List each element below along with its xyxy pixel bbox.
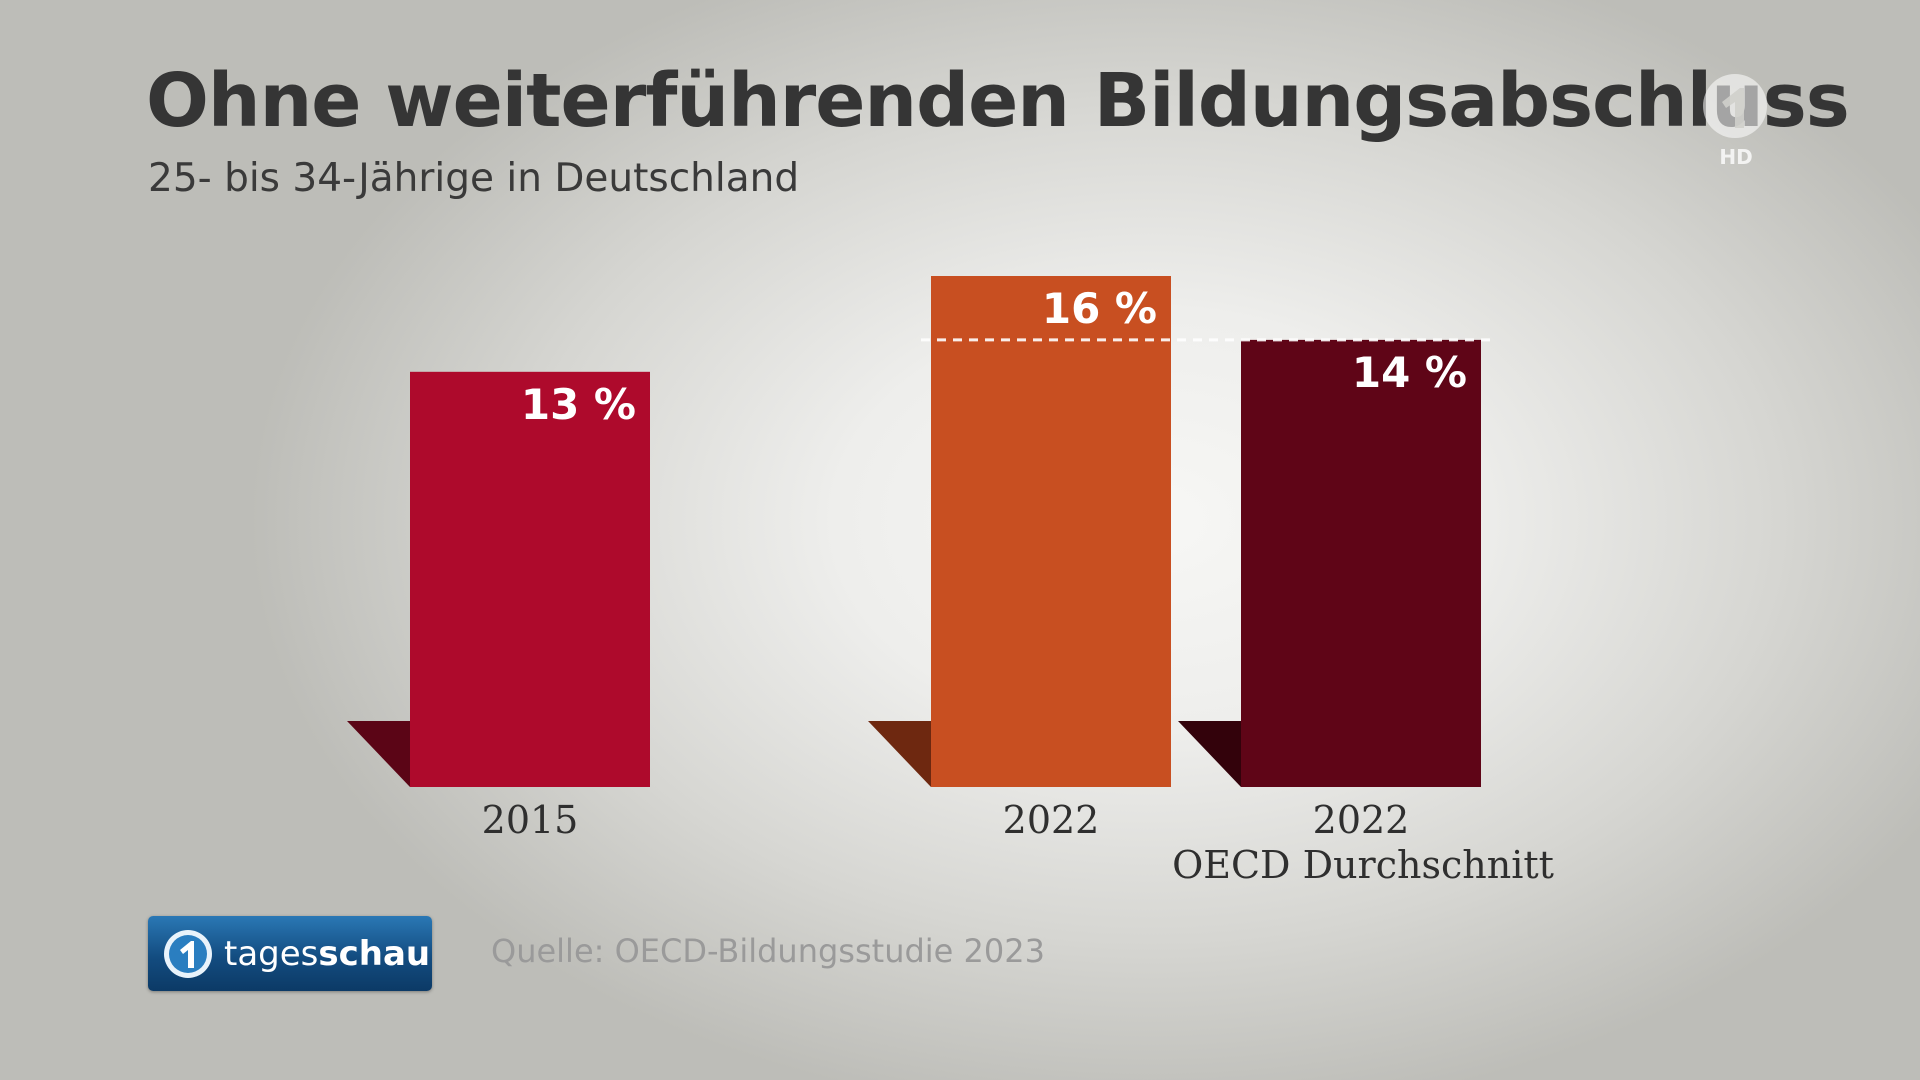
bar-2022-oecd-shadow xyxy=(1178,721,1241,787)
bar-2015-shadow xyxy=(347,721,410,787)
chart-subtitle: 25- bis 34-Jährige in Deutschland xyxy=(148,156,800,201)
bar-2015-category-label: 2015 xyxy=(482,798,579,842)
tagesschau-wordmark: tagesschau xyxy=(224,934,430,974)
bar-2022 xyxy=(931,276,1171,787)
wordmark-regular: tages xyxy=(224,933,319,974)
hd-label: HD xyxy=(1719,145,1752,169)
tagesschau-1-logo-icon xyxy=(164,929,212,978)
bar-2022-shadow xyxy=(868,721,931,787)
source-note: Quelle: OECD-Bildungsstudie 2023 xyxy=(491,932,1045,970)
bar-2022-category-label: 2022 xyxy=(1003,798,1100,842)
bar-2022-oecd-value-label: 14 % xyxy=(1352,348,1467,397)
wordmark-bold: schau xyxy=(318,933,431,974)
bar-2022-oecd-category-label: 2022 xyxy=(1313,798,1410,842)
tagesschau-logo: tagesschau xyxy=(148,916,432,991)
bar-2015-value-label: 13 % xyxy=(521,380,636,429)
bar-2022-oecd-category-label-line2: OECD Durchschnitt xyxy=(1172,843,1554,887)
das-erste-1-logo-icon: HD xyxy=(1703,74,1767,169)
bar-2015 xyxy=(410,371,650,787)
chart-title: Ohne weiterführenden Bildungsabschluss xyxy=(146,58,1850,144)
bar-2022-value-label: 16 % xyxy=(1042,284,1157,333)
bar-2022-oecd xyxy=(1241,339,1481,787)
